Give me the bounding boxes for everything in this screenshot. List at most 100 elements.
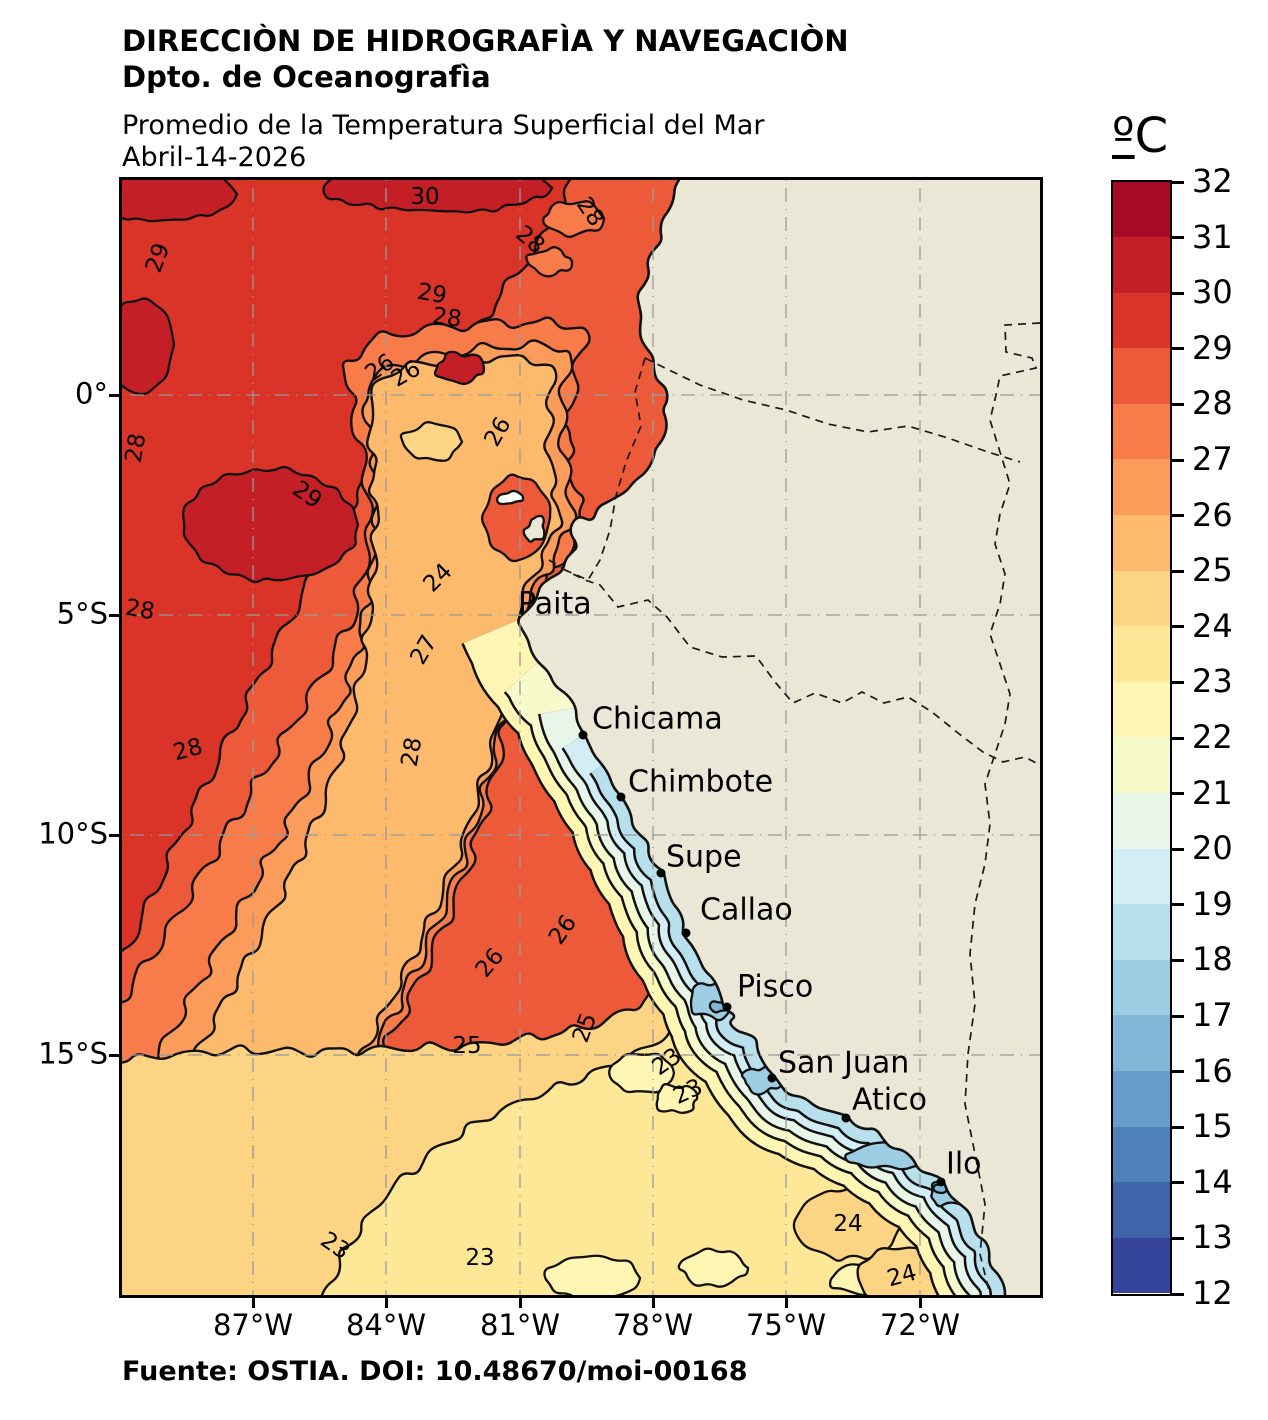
colorbar-tick-label: 19 <box>1192 885 1233 924</box>
colorbar-tick <box>1172 736 1184 740</box>
colorbar-band <box>1112 237 1170 293</box>
colorbar-band <box>1112 959 1170 1016</box>
x-axis-tick <box>785 1298 788 1308</box>
colorbar-band <box>1112 570 1170 627</box>
x-axis-tick-label: 87°W <box>212 1308 294 1342</box>
temperature-patch <box>677 1247 750 1288</box>
temperature-patch <box>182 465 360 584</box>
x-axis-tick <box>385 1298 388 1308</box>
city-dot <box>936 1177 946 1187</box>
colorbar-tick <box>1172 1181 1184 1185</box>
colorbar-band <box>1112 459 1170 516</box>
y-axis-tick <box>109 394 119 397</box>
colorbar-tick <box>1172 458 1184 462</box>
colorbar-tick-label: 15 <box>1192 1107 1233 1146</box>
colorbar-band <box>1112 626 1170 682</box>
colorbar-tick-label: 12 <box>1192 1274 1233 1313</box>
land-mass <box>517 180 1040 1295</box>
temperature-patch <box>122 180 239 223</box>
x-axis-tick-label: 81°W <box>479 1308 561 1342</box>
city-dot <box>616 792 626 802</box>
colorbar-tick-label: 21 <box>1192 773 1233 812</box>
sst-map <box>122 180 1040 1295</box>
x-axis-tick-label: 75°W <box>745 1308 827 1342</box>
colorbar-tick <box>1172 402 1184 406</box>
y-axis-tick <box>109 834 119 837</box>
y-axis-tick-label: 10°S <box>38 816 108 851</box>
colorbar-band <box>1112 515 1170 571</box>
colorbar-tick <box>1172 514 1184 518</box>
colorbar-unit-label: ºC <box>1112 108 1169 164</box>
colorbar-tick-label: 27 <box>1192 440 1233 479</box>
city-dot <box>767 1073 777 1083</box>
x-axis-tick <box>519 1298 522 1308</box>
colorbar-tick <box>1172 180 1184 184</box>
colorbar-tick-label: 26 <box>1192 495 1233 534</box>
colorbar-band <box>1112 1237 1170 1294</box>
country-border <box>964 322 1040 1295</box>
colorbar-tick <box>1172 680 1184 684</box>
colorbar-band <box>1112 1015 1170 1071</box>
colorbar-tick <box>1172 958 1184 962</box>
colorbar-band <box>1112 737 1170 794</box>
y-axis-tick-label: 15°S <box>38 1036 108 1071</box>
colorbar-tick-label: 20 <box>1192 829 1233 868</box>
colorbar-tick <box>1172 792 1184 796</box>
colorbar-band <box>1112 904 1170 960</box>
colorbar-tick <box>1172 291 1184 295</box>
chart-subtitle: Promedio de la Temperatura Superficial d… <box>122 110 765 141</box>
colorbar-tick-label: 28 <box>1192 384 1233 423</box>
y-axis-tick <box>109 614 119 617</box>
city-dot <box>722 1002 732 1012</box>
temperature-patch <box>608 1052 676 1094</box>
colorbar-tick-label: 29 <box>1192 329 1233 368</box>
temperature-patch <box>122 297 176 396</box>
city-dot <box>578 730 588 740</box>
temperature-patch <box>525 246 574 278</box>
colorbar-tick <box>1172 1070 1184 1074</box>
colorbar-band <box>1112 348 1170 404</box>
x-axis-tick <box>652 1298 655 1308</box>
colorbar-tick <box>1172 569 1184 573</box>
temperature-patch <box>433 350 486 386</box>
colorbar-tick-label: 22 <box>1192 718 1233 757</box>
temperature-patch <box>543 1254 642 1295</box>
temperature-patch <box>322 180 554 214</box>
country-border <box>564 357 646 582</box>
colorbar-tick-label: 13 <box>1192 1218 1233 1257</box>
colorbar-tick <box>1172 625 1184 629</box>
colorbar-tick <box>1172 1014 1184 1018</box>
colorbar-band <box>1112 181 1170 238</box>
colorbar-band <box>1112 1182 1170 1238</box>
country-border <box>644 357 1021 463</box>
temperature-patch <box>542 200 606 238</box>
colorbar-tick <box>1172 1292 1184 1296</box>
y-axis-tick-label: 0° <box>75 376 108 411</box>
colorbar-band <box>1112 403 1170 460</box>
colorbar-tick-label: 14 <box>1192 1163 1233 1202</box>
temperature-patch <box>655 1083 699 1114</box>
city-dot <box>656 868 666 878</box>
colorbar-tick-label: 25 <box>1192 551 1233 590</box>
colorbar-tick-label: 30 <box>1192 273 1233 312</box>
colorbar-band <box>1112 1071 1170 1127</box>
y-axis-tick <box>109 1054 119 1057</box>
colorbar-tick-label: 23 <box>1192 662 1233 701</box>
temperature-patch <box>495 489 525 506</box>
x-axis-tick <box>252 1298 255 1308</box>
colorbar-band <box>1112 1126 1170 1183</box>
temperature-patch <box>522 514 546 543</box>
colorbar <box>1110 179 1172 1296</box>
colorbar-tick-label: 31 <box>1192 217 1233 256</box>
chart-date: Abril-14-2026 <box>122 142 307 173</box>
y-axis-tick-label: 5°S <box>56 596 108 631</box>
colorbar-tick-label: 18 <box>1192 940 1233 979</box>
x-axis-tick-label: 78°W <box>612 1308 694 1342</box>
x-axis-tick-label: 84°W <box>345 1308 427 1342</box>
colorbar-tick-label: 16 <box>1192 1051 1233 1090</box>
org-title: DIRECCIÒN DE HIDROGRAFÌA Y NAVEGACIÒN <box>122 24 849 58</box>
department-title: Dpto. de Oceanografìa <box>122 60 491 94</box>
colorbar-band <box>1112 848 1170 905</box>
colorbar-tick <box>1172 1125 1184 1129</box>
source-attribution: Fuente: OSTIA. DOI: 10.48670/moi-00168 <box>122 1356 748 1387</box>
